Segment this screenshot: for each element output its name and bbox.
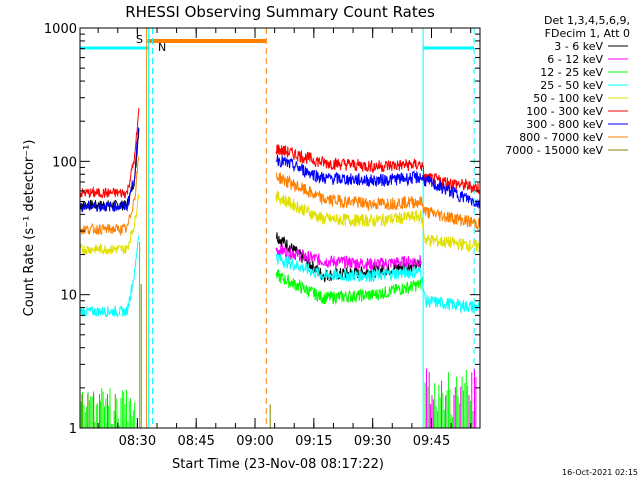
x-tick-label: 09:00 (236, 434, 273, 449)
y-axis-label: Count Rate (s⁻¹ detector⁻¹) (22, 140, 37, 317)
x-tick-label: 09:45 (413, 434, 450, 449)
series-trace (275, 253, 481, 314)
x-tick-label: 08:30 (119, 434, 156, 449)
legend-label: 7000 - 15000 keV (505, 144, 603, 157)
series-trace (79, 128, 140, 212)
legend-label: 3 - 6 keV (554, 40, 603, 53)
series-trace (79, 193, 140, 256)
x-axis: 08:30 08:45 09:00 09:15 09:30 09:45 (97, 28, 472, 449)
legend-label: 50 - 100 keV (533, 92, 603, 105)
legend-label: 25 - 50 keV (540, 79, 603, 92)
chart-title: RHESSI Observing Summary Count Rates (125, 3, 435, 21)
x-tick-label: 09:30 (354, 434, 391, 449)
plot-area (79, 28, 481, 428)
y-tick-label: 100 (52, 155, 77, 170)
legend-label: 300 - 800 keV (526, 118, 603, 131)
series-trace (275, 190, 481, 253)
series-trace (275, 172, 481, 230)
series-trace (275, 144, 481, 195)
timestamp: 16-Oct-2021 02:15 (562, 468, 638, 477)
legend-label: 100 - 300 keV (526, 105, 603, 118)
y-tick-label: 10 (60, 289, 77, 304)
series-trace (275, 244, 422, 271)
series-trace (275, 232, 422, 283)
series-trace (79, 156, 140, 237)
series-trace (275, 268, 422, 306)
x-axis-label: Start Time (23-Nov-08 08:17:22) (172, 457, 384, 472)
plot-frame (79, 27, 481, 429)
legend-label: 800 - 7000 keV (519, 131, 603, 144)
legend-header-1: Det 1,3,4,5,6,9, (544, 14, 630, 27)
x-tick-label: 08:45 (177, 434, 214, 449)
y-tick-label: 1000 (44, 22, 77, 37)
series-trace (275, 154, 481, 209)
y-axis: 1 10 100 1000 (44, 22, 480, 437)
annotation-s: S (136, 33, 143, 46)
legend-header-2: FDecim 1, Att 0 (545, 27, 630, 40)
y-tick-label: 1 (69, 422, 77, 437)
annotation-n: N (158, 41, 166, 54)
x-tick-label: 09:15 (295, 434, 332, 449)
legend-label: 6 - 12 keV (547, 53, 603, 66)
legend-label: 12 - 25 keV (540, 66, 603, 79)
series-trace (79, 127, 140, 213)
series-trace (79, 108, 140, 199)
series-trace (79, 235, 140, 318)
